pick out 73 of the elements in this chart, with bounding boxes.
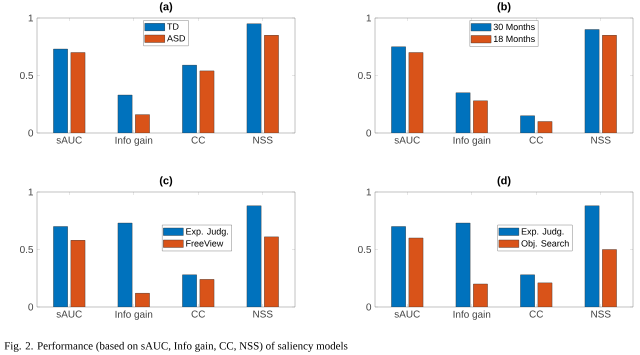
chart-title: (b) <box>498 2 510 12</box>
bar <box>408 238 424 307</box>
bar <box>246 206 262 307</box>
y-tick-label: 1 <box>366 188 372 196</box>
x-tick-label: NSS <box>253 310 273 318</box>
bar <box>70 240 86 307</box>
bar <box>456 92 470 133</box>
bar <box>182 274 197 307</box>
bar <box>53 226 68 307</box>
legend-label: 30 Months <box>494 23 535 30</box>
legend-label: Exp. Judg. <box>522 228 564 236</box>
chart-title: (a) <box>160 2 172 12</box>
y-tick-label: 1 <box>28 188 33 196</box>
x-tick-label: Info gain <box>116 136 152 146</box>
bar <box>520 116 535 133</box>
x-tick-label: sAUC <box>394 136 420 144</box>
bar <box>473 284 488 307</box>
bar <box>70 52 86 133</box>
legend-label: Obj. Search <box>522 240 569 248</box>
bar <box>264 35 279 133</box>
legend-label: Exp. Judg. <box>186 228 228 236</box>
y-tick-label: 0.5 <box>358 72 372 80</box>
bar <box>53 48 68 133</box>
chart-title: (c) <box>160 176 172 186</box>
bar <box>182 64 197 133</box>
legend-label: 18 Months <box>494 35 535 42</box>
bar <box>135 293 150 307</box>
x-tick-label: CC <box>192 136 206 144</box>
x-tick-label: NSS <box>591 136 611 144</box>
x-tick-label: Info gain <box>116 310 152 320</box>
bar <box>538 282 552 307</box>
bar <box>135 114 150 133</box>
caption: Fig. 2. Performance (based on sAUC, Info gain, CC, NSS) of saliency models <box>4 342 348 352</box>
bar <box>584 29 600 133</box>
y-tick-label: 0 <box>366 129 372 137</box>
legend-label: TD <box>167 23 179 30</box>
bar <box>602 249 617 307</box>
legend-label: ASD <box>167 35 185 42</box>
chart-title: (d) <box>498 176 510 186</box>
x-tick-label: CC <box>530 136 544 144</box>
y-tick-label: 0.5 <box>358 246 372 254</box>
bar <box>118 222 132 307</box>
y-tick-label: 0 <box>28 303 34 311</box>
x-tick-label: Info gain <box>454 310 490 320</box>
x-tick-label: CC <box>192 310 206 318</box>
y-tick-label: 0 <box>28 129 34 137</box>
x-tick-label: sAUC <box>56 310 82 318</box>
bar <box>520 274 535 307</box>
y-tick-label: 1 <box>28 14 33 22</box>
bar <box>118 94 132 133</box>
x-tick-label: sAUC <box>56 136 82 144</box>
x-tick-label: NSS <box>253 136 273 144</box>
y-tick-label: 1 <box>366 14 372 22</box>
bar <box>538 121 552 133</box>
y-tick-label: 0.5 <box>20 246 34 254</box>
bar <box>200 70 214 133</box>
y-tick-label: 0 <box>366 303 372 311</box>
x-tick-label: NSS <box>591 310 611 318</box>
bar <box>408 52 424 133</box>
bar <box>200 279 214 307</box>
bar <box>391 46 406 133</box>
bar <box>584 206 600 307</box>
bar <box>456 222 470 307</box>
x-tick-label: CC <box>530 310 544 318</box>
bar <box>602 35 617 133</box>
x-tick-label: Info gain <box>454 136 490 146</box>
bar <box>473 100 488 133</box>
bar <box>246 24 262 133</box>
x-tick-label: sAUC <box>394 310 420 318</box>
legend-label: FreeView <box>186 240 224 247</box>
y-tick-label: 0.5 <box>20 72 34 80</box>
bar <box>264 236 279 307</box>
bar <box>391 226 406 307</box>
